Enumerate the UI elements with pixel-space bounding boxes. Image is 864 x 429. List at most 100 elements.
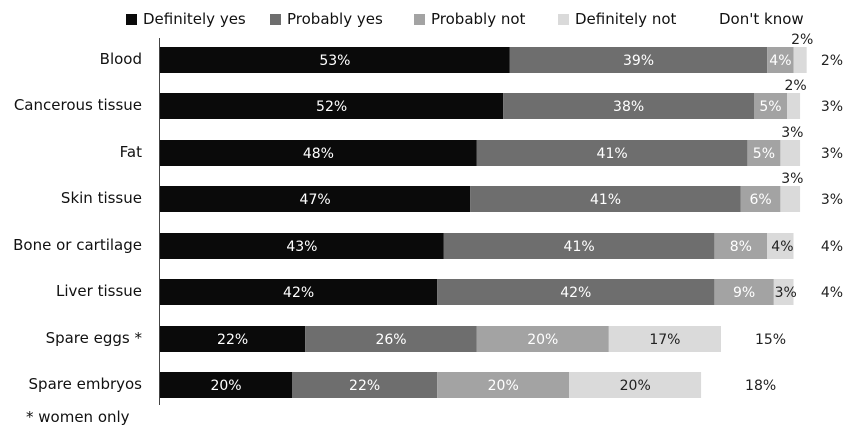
bar-segment [160,93,504,119]
data-label: 39% [623,53,654,69]
data-label: 5% [759,99,781,115]
bar-segment [503,93,754,119]
data-label: 43% [286,239,317,255]
bar-segment [787,93,801,119]
bar-segment [476,326,609,352]
data-label: 4% [771,239,793,255]
data-label: 15% [755,332,786,348]
bar-segment [160,186,471,212]
bar-segment [292,372,438,398]
legend-label: Probably not [431,10,526,28]
category-label: Skin tissue [60,189,142,207]
data-label: 42% [283,285,314,301]
category-label: Fat [119,143,142,161]
bar-segment [800,140,820,166]
bar-segment [160,233,444,259]
category-label: Spare eggs * [45,329,142,347]
data-label: 3% [821,146,843,162]
data-label: 22% [349,378,380,394]
category-label: Cancerous tissue [13,96,142,114]
data-label: 22% [217,332,248,348]
data-label: 5% [753,146,775,162]
bar-segment [793,233,820,259]
legend-label: Definitely not [575,10,677,28]
legend-item-0: Definitely yes [126,8,246,30]
data-label: 41% [564,239,595,255]
bar-segment [437,372,570,398]
bar-segment [806,47,820,73]
bar-segment [437,279,715,305]
legend-swatch [414,13,425,25]
legend-swatch [558,13,569,25]
bar-segment [160,326,306,352]
legend-label: Don't know [719,10,804,28]
bar-segment [608,326,721,352]
bar-segment [476,140,748,166]
bar-segment [800,186,820,212]
bar-segment [721,326,820,352]
bar-segment [714,233,768,259]
data-label: 52% [316,99,347,115]
data-label: 4% [821,239,843,255]
data-label: 6% [749,192,771,208]
legend-item-3: Definitely not [558,8,676,30]
legend-swatch [270,13,281,25]
legend-item-1: Probably yes [270,8,383,30]
category-label: Liver tissue [56,282,142,300]
data-label: 3% [781,125,803,141]
bar-segment [470,186,741,212]
bar-segment [740,186,781,212]
data-label: 3% [821,192,843,208]
data-label: 53% [319,53,350,69]
legend-item-4: Don't know [702,8,804,30]
bar-segment [160,47,510,73]
bar-segment [754,93,787,119]
bar-segment [160,140,477,166]
bar-segment [780,140,801,166]
data-label: 2% [791,32,813,48]
category-label: Blood [99,50,142,68]
data-label: 20% [620,378,651,394]
legend-swatch [126,13,137,25]
data-label: 20% [488,378,519,394]
legend-label: Probably yes [287,10,383,28]
data-label: 3% [821,99,843,115]
data-label: 8% [730,239,752,255]
data-label: 20% [210,378,241,394]
data-label: 2% [784,78,806,94]
bar-segment [793,47,807,73]
bar-segment [780,186,801,212]
bar-segment [767,233,794,259]
data-label: 4% [769,53,791,69]
data-label: 17% [649,332,680,348]
data-label: 47% [300,192,331,208]
legend-item-2: Probably not [414,8,525,30]
bar-segment [160,372,292,398]
data-label: 38% [613,99,644,115]
data-label: 9% [733,285,755,301]
data-label: 2% [821,53,843,69]
bar-segment [701,372,820,398]
bar-segment [305,326,477,352]
bar-segment [767,47,794,73]
bar-segment [569,372,702,398]
data-label: 3% [781,171,803,187]
data-label: 4% [821,285,843,301]
bar-segment [800,93,820,119]
data-label: 41% [597,146,628,162]
data-label: 20% [527,332,558,348]
bar-segment [509,47,768,73]
bar-segment [714,279,774,305]
legend-label: Definitely yes [143,10,246,28]
bar-segment [773,279,794,305]
data-label: 18% [745,378,776,394]
data-label: 41% [590,192,621,208]
data-label: 3% [775,285,797,301]
chart-footnote: * women only [26,408,130,426]
category-label: Bone or cartilage [13,236,142,254]
bar-segment [160,279,438,305]
bar-segment [747,140,781,166]
category-label: Spare embryos [28,375,142,393]
bar-segment [443,233,715,259]
